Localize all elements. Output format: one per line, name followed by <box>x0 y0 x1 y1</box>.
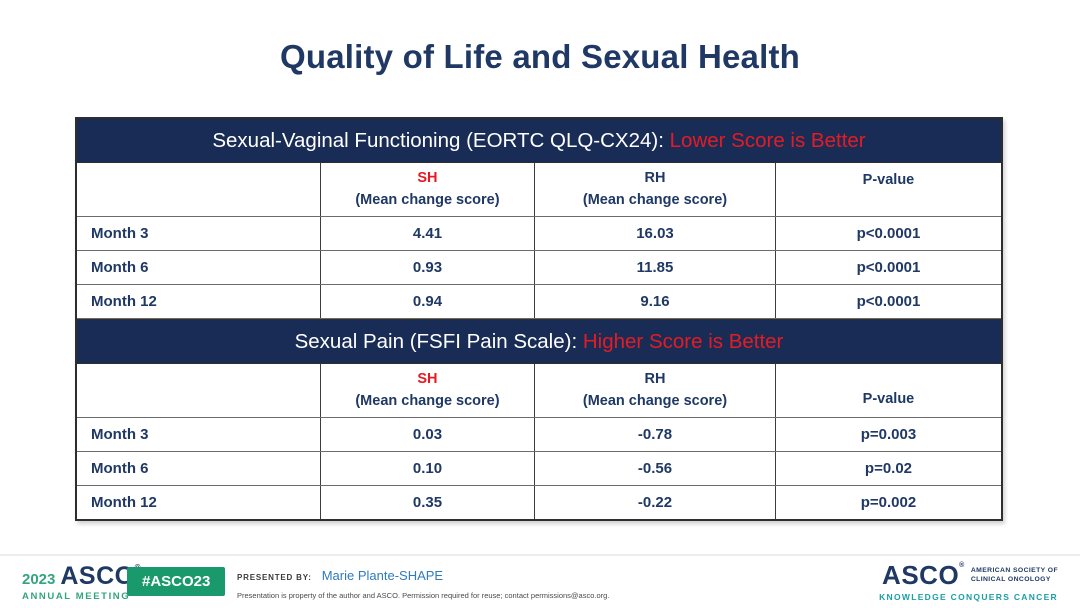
header-cell-empty <box>77 163 321 216</box>
table-row: Month 12 0.94 9.16 p<0.0001 <box>77 285 1001 319</box>
section-title: Sexual-Vaginal Functioning (EORTC QLQ-CX… <box>212 128 670 152</box>
pvalue-label: P-value <box>862 172 915 188</box>
sh-value: 0.10 <box>321 452 536 485</box>
header-cell-sh: SH (Mean change score) <box>321 364 536 417</box>
logo-tagline: KNOWLEDGE CONQUERS CANCER <box>879 592 1058 602</box>
disclaimer-text: Presentation is property of the author a… <box>237 591 610 600</box>
logo-asco-text: ASCO® <box>882 560 965 590</box>
row-label: Month 6 <box>77 452 321 485</box>
rh-value: 9.16 <box>535 285 776 318</box>
row-label: Month 6 <box>77 251 321 284</box>
asco-society-logo: ASCO® AMERICAN SOCIETY OF CLINICAL ONCOL… <box>879 562 1058 602</box>
rh-value: 16.03 <box>535 217 776 250</box>
section-emphasis: Higher Score is Better <box>582 329 784 353</box>
sh-value: 0.94 <box>321 285 536 318</box>
society-name: AMERICAN SOCIETY OF CLINICAL ONCOLOGY <box>970 566 1058 583</box>
rh-value: -0.78 <box>535 418 776 451</box>
rh-label: RH <box>644 371 666 388</box>
row-label: Month 3 <box>77 418 321 451</box>
sh-value: 4.41 <box>321 217 536 250</box>
table-header-row: SH (Mean change score) RH (Mean change s… <box>77 163 1001 217</box>
header-cell-empty <box>77 364 321 417</box>
header-cell-sh: SH (Mean change score) <box>321 163 536 216</box>
table-row: Month 6 0.10 -0.56 p=0.02 <box>77 452 1001 486</box>
qol-results-table: Sexual-Vaginal Functioning (EORTC QLQ-CX… <box>75 117 1003 521</box>
row-label: Month 3 <box>77 217 321 250</box>
sh-label: SH <box>417 170 438 187</box>
row-label: Month 12 <box>77 285 321 318</box>
section-title: Sexual Pain (FSFI Pain Scale): <box>294 329 583 353</box>
rh-label: RH <box>644 170 666 187</box>
header-cell-pvalue: P-value <box>776 364 1001 417</box>
section-header-sexual-vaginal-functioning: Sexual-Vaginal Functioning (EORTC QLQ-CX… <box>77 119 1001 163</box>
sh-subline: (Mean change score) <box>355 191 500 208</box>
rh-subline: (Mean change score) <box>582 392 728 409</box>
header-cell-rh: RH (Mean change score) <box>535 364 776 417</box>
footer: 2023 ASCO® ANNUAL MEETING #ASCO23 PRESEN… <box>0 560 1080 608</box>
p-value: p<0.0001 <box>856 259 921 276</box>
section-emphasis: Lower Score is Better <box>669 128 866 152</box>
header-cell-rh: RH (Mean change score) <box>535 163 776 216</box>
p-value: p=0.002 <box>860 494 917 511</box>
table-header-row: SH (Mean change score) RH (Mean change s… <box>77 364 1001 418</box>
presented-by-block: PRESENTED BY: Marie Plante-SHAPE Present… <box>237 568 609 600</box>
sh-value: 0.03 <box>321 418 536 451</box>
rh-value: 11.85 <box>535 251 776 284</box>
row-label: Month 12 <box>77 486 321 519</box>
hashtag-badge: #ASCO23 <box>127 567 226 596</box>
logo-annual-meeting-text: ANNUAL MEETING <box>22 591 131 602</box>
sh-label: SH <box>417 371 438 388</box>
p-value: p<0.0001 <box>856 225 921 242</box>
header-cell-pvalue: P-value <box>776 163 1001 216</box>
registered-mark: ® <box>959 562 965 569</box>
table-row: Month 3 4.41 16.03 p<0.0001 <box>77 217 1001 251</box>
rh-subline: (Mean change score) <box>582 191 728 208</box>
p-value: p=0.02 <box>864 460 913 477</box>
page-title: Quality of Life and Sexual Health <box>279 38 801 75</box>
sh-value: 0.93 <box>321 251 536 284</box>
asco-annual-meeting-logo: 2023 ASCO® ANNUAL MEETING <box>22 564 141 602</box>
pvalue-label: P-value <box>862 390 915 407</box>
table-row: Month 6 0.93 11.85 p<0.0001 <box>77 251 1001 285</box>
presented-by-label: PRESENTED BY: <box>237 573 312 582</box>
section-header-sexual-pain: Sexual Pain (FSFI Pain Scale): Higher Sc… <box>77 319 1001 364</box>
p-value: p=0.003 <box>860 426 917 443</box>
presenter-name: Marie Plante-SHAPE <box>321 568 444 583</box>
sh-subline: (Mean change score) <box>355 392 500 409</box>
logo-year: 2023 <box>22 571 56 588</box>
rh-value: -0.22 <box>535 486 776 519</box>
sh-value: 0.35 <box>321 486 536 519</box>
footer-divider <box>0 554 1080 556</box>
rh-value: -0.56 <box>535 452 776 485</box>
table-row: Month 3 0.03 -0.78 p=0.003 <box>77 418 1001 452</box>
table-row: Month 12 0.35 -0.22 p=0.002 <box>77 486 1001 519</box>
p-value: p<0.0001 <box>856 293 921 310</box>
